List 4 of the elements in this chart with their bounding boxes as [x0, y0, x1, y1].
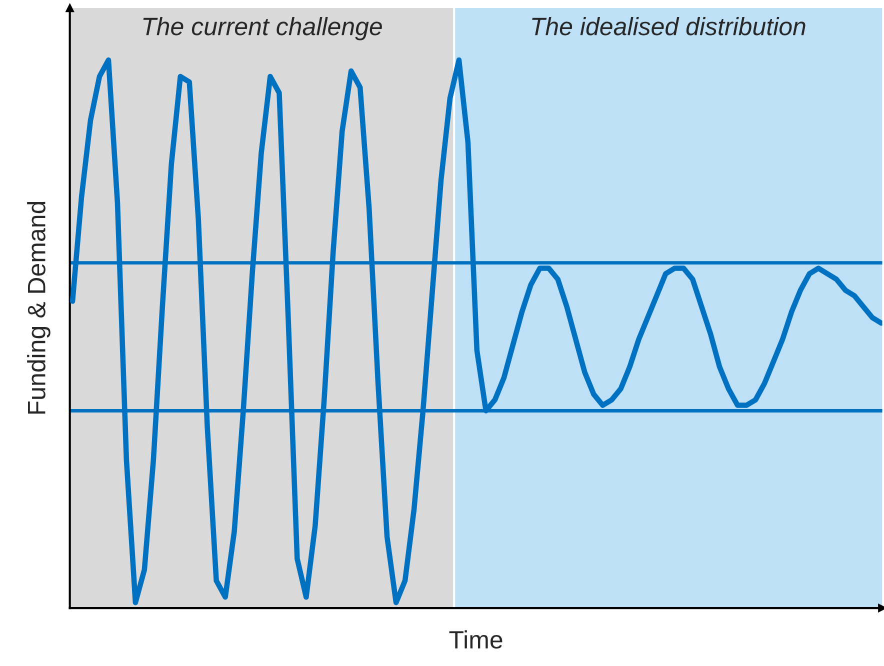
x-axis-title: Time — [449, 630, 502, 649]
y-axis-title: Funding & Demand — [27, 202, 50, 414]
text: The current challenge — [143, 16, 382, 40]
text: The idealised distribution — [532, 16, 806, 36]
